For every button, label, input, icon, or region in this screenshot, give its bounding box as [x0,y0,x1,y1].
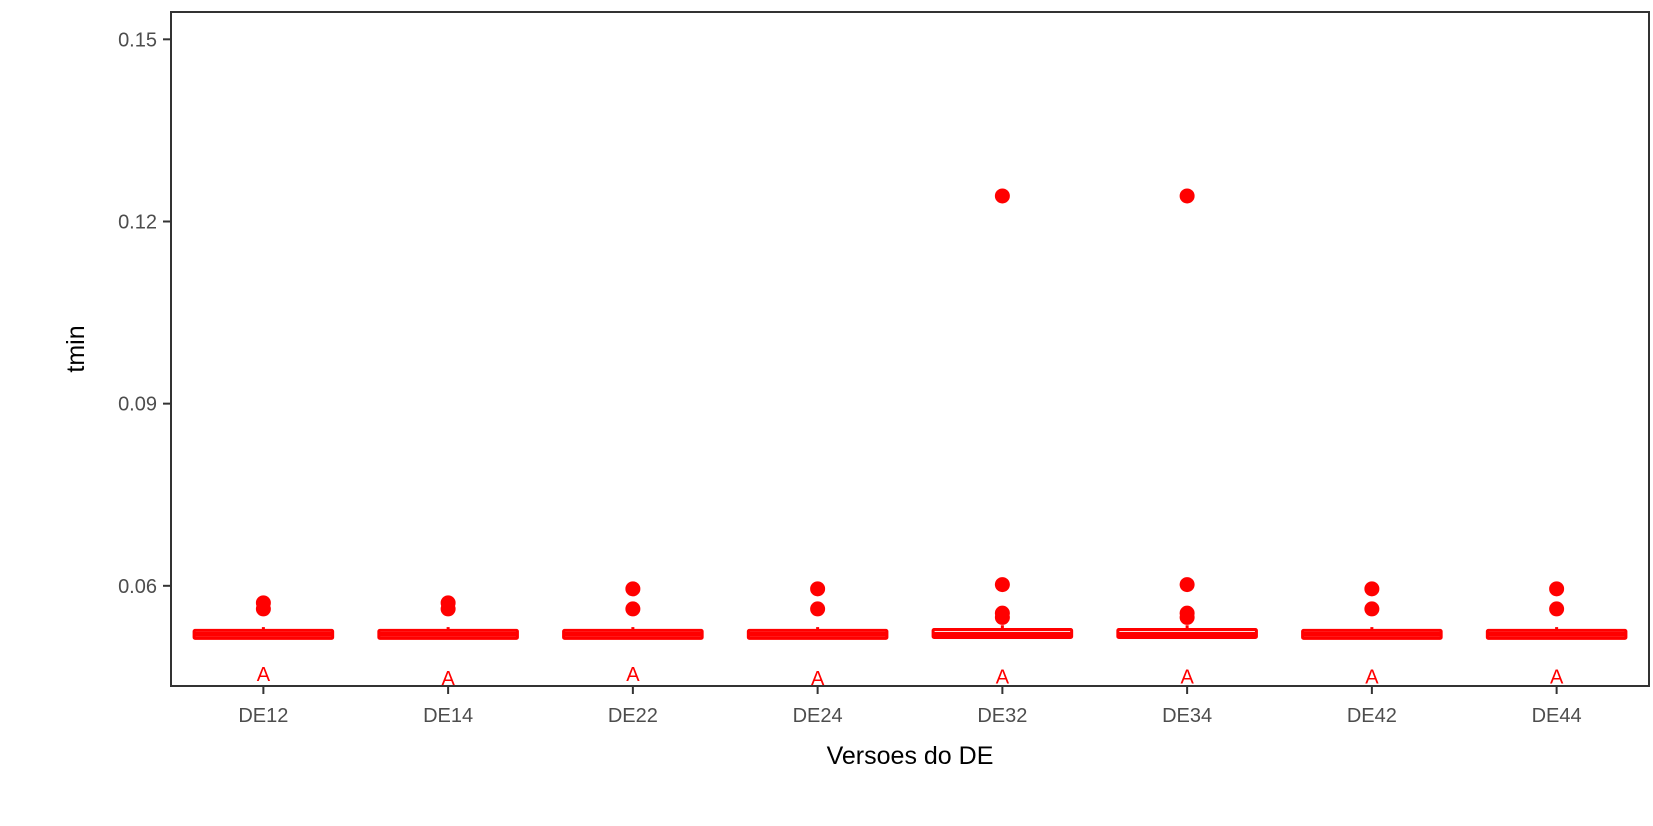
y-tick-label: 0.06 [118,576,157,598]
x-tick-label: DE12 [238,705,288,727]
box-de22: A [562,581,704,686]
outlier-point [994,577,1010,593]
outlier-point [255,595,271,611]
outlier-point [1179,605,1195,621]
y-tick-label: 0.15 [118,29,157,51]
group-letter: A [441,668,455,690]
y-axis-title: tmin [62,325,90,372]
group-letter: A [626,664,640,686]
group-letter: A [1180,667,1194,689]
box-de32: A [931,188,1074,689]
outlier-point [1179,188,1195,204]
outlier-point [810,581,826,597]
x-tick-label: DE44 [1532,705,1582,727]
x-tick-label: DE32 [977,705,1027,727]
group-letter: A [811,668,825,690]
outlier-point [1549,581,1565,597]
outlier-point [625,601,641,617]
outlier-point [994,188,1010,204]
outlier-point [810,601,826,617]
box-de42: A [1301,581,1443,689]
group-letter: A [1550,667,1564,689]
box-de12: A [192,595,335,686]
y-tick-label: 0.09 [118,394,157,416]
outlier-point [1549,601,1565,617]
y-axis: 0.06 0.09 0.12 0.15 [118,29,171,598]
outlier-point [1179,577,1195,593]
outlier-point [1364,601,1380,617]
box-de14: A [377,595,519,690]
x-tick-label: DE42 [1347,705,1397,727]
y-tick-label: 0.12 [118,211,157,233]
x-axis-title: Versoes do DE [827,742,994,770]
outlier-point [994,605,1010,621]
group-letter: A [996,667,1010,689]
outlier-point [625,581,641,597]
x-tick-label: DE24 [793,705,843,727]
plot-panel [170,11,1650,687]
group-letter: A [1365,667,1379,689]
x-tick-label: DE22 [608,705,658,727]
box-de24: A [746,581,889,690]
box-de44: A [1485,581,1628,689]
x-axis: DE12 DE14 DE22 DE24 DE32 DE34 DE42 DE44 [238,686,1582,727]
x-tick-label: DE34 [1162,705,1212,727]
box-de34: A [1116,188,1258,689]
outlier-point [1364,581,1380,597]
group-letter: A [257,664,271,686]
outlier-point [440,595,456,611]
x-tick-label: DE14 [423,705,473,727]
